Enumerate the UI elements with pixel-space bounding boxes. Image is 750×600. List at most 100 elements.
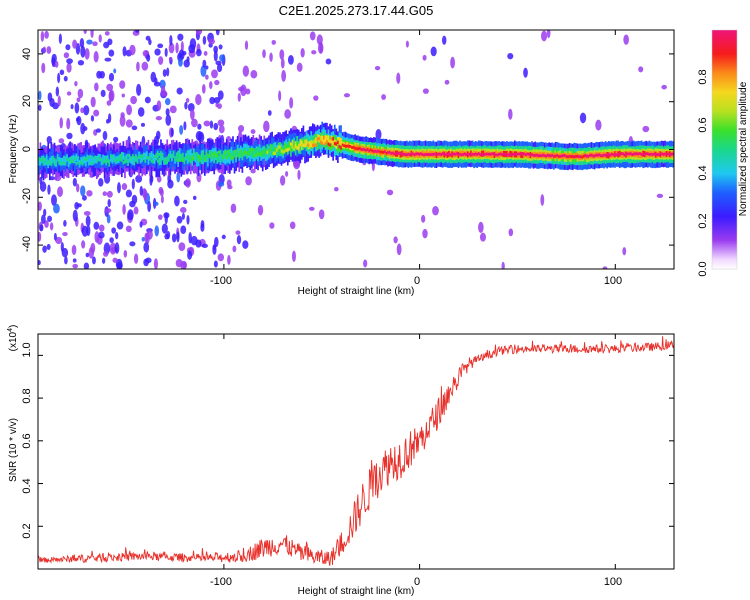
spectral-ridge-cell [398,151,400,155]
spectral-ridge-cell [463,152,466,156]
spectral-ridge-cell [310,143,313,147]
spectral-ridge-cell [255,153,258,157]
spectral-ridge-cell [39,158,42,163]
noise-speckle [83,105,90,116]
spectral-ridge-cell [108,160,111,164]
noise-speckle [195,94,202,106]
spectral-ridge-cell [646,152,649,156]
spectral-ridge-cell [150,159,153,163]
spectral-ridge-cell [296,142,299,150]
noise-speckle [129,44,136,56]
noise-speckle [164,98,171,106]
spectral-ridge-cell [490,152,493,156]
noise-speckle [209,120,214,129]
noise-speckle [92,256,96,265]
spectral-ridge-cell [110,154,112,162]
spectral-ridge-cell [437,152,439,156]
spectral-ridge-cell [291,145,294,149]
noise-speckle [104,57,112,62]
spectral-ridge-cell [182,152,184,161]
spectral-ridge-cell [66,154,68,162]
noise-speckle [278,90,282,102]
spectral-ridge-cell [546,153,549,157]
noise-speckle [123,249,128,258]
noise-speckle [94,82,99,92]
spectral-ridge-cell [604,153,607,157]
top-xtick-label-0: 0 [414,275,420,287]
noise-speckle [508,108,513,120]
noise-speckle [93,109,100,117]
spectral-ridge-cell [83,157,86,161]
noise-speckle [156,175,162,183]
spectral-ridge-cell [593,154,596,158]
noise-speckle [94,231,100,243]
noise-speckle [101,257,106,264]
spectral-ridge-cell [286,148,289,152]
chart-title: C2E1.2025.273.17.44.G05 [279,3,434,18]
spectral-ridge-cell [41,157,43,161]
noise-speckle [70,104,74,110]
spectral-ridge-cell [44,158,46,166]
spectral-ridge-cell [239,150,242,158]
noise-speckle [421,214,426,223]
noise-speckle [238,86,245,92]
noise-speckle [175,258,183,268]
spectral-ridge-cell [383,150,386,154]
noise-speckle [168,57,173,62]
noise-speckle [478,221,484,233]
noise-speckle [546,30,551,39]
noise-speckle [81,225,89,237]
spectral-ridge-cell [283,143,286,151]
spectral-ridge-cell [369,148,372,152]
noise-speckle [178,242,186,251]
noise-speckle [281,69,287,82]
colorbar-tick-0.6: 0.6 [697,117,709,132]
noise-speckle [106,214,111,224]
spectral-ridge-cell [543,154,546,158]
spectral-ridge-cell [510,153,513,157]
spectral-ridge-cell [434,152,436,156]
spectral-ridge-cell [338,144,341,149]
noise-speckle [374,66,381,71]
noise-speckle [430,46,437,57]
spectral-ridge-cell [324,142,327,146]
spectral-ridge-cell [142,153,145,157]
noise-speckle [66,58,73,64]
colorbar-tick-0.8: 0.8 [697,69,709,84]
spectral-ridge-cell [642,153,644,156]
spectral-ridge-cell [171,157,173,161]
noise-speckle [143,242,150,253]
noise-speckle [122,46,127,57]
spectral-ridge-cell [332,137,335,146]
noise-speckle [40,214,46,225]
spectral-ridge-cell [538,154,541,158]
spectral-ridge-cell [343,144,345,148]
spectral-ridge-cell [152,153,154,162]
top-ytick-label-neg20: -20 [21,188,33,204]
spectral-ridge-cell [426,153,428,156]
spectral-ridge-cell [260,152,263,156]
spectral-ridge-cell [377,149,380,153]
spectral-ridge-cell [258,146,261,154]
spectral-ridge-cell [120,151,123,160]
spectral-ridge-cell [38,156,40,161]
spectral-ridge-cell [520,152,522,156]
noise-speckle [139,185,143,196]
spectral-ridge-cell [629,152,632,156]
spectral-ridge-cell [347,144,350,148]
noise-speckle [63,75,68,82]
spectral-ridge-cell [266,144,269,152]
noise-speckle [72,39,78,49]
noise-speckle [106,83,114,92]
spectral-ridge-cell [337,140,339,154]
noise-speckle [237,124,245,133]
top-y-axis-label: Frequency (Hz) [8,115,19,184]
bot-ytick-label-0.8: 0.8 [21,388,33,403]
spectral-ridge-cell [133,157,136,166]
spectral-ridge-cell [202,156,205,161]
noise-speckle [215,102,219,108]
noise-speckle [160,195,164,204]
noise-speckle [195,239,202,248]
noise-speckle [165,108,170,117]
spectral-ridge-cell [113,157,115,161]
